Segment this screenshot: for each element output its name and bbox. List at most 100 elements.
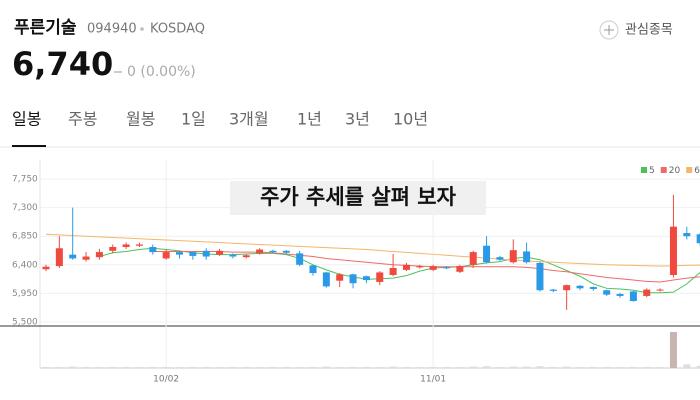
volume-bar	[469, 366, 477, 368]
x-tick-label: 11/01	[420, 375, 446, 385]
volume-bar	[443, 366, 450, 368]
candle-body	[523, 251, 531, 263]
candle-body	[416, 266, 424, 268]
candle-body	[656, 289, 664, 291]
candle-body	[162, 252, 170, 259]
y-tick-label: 7,750	[12, 175, 38, 185]
change: 0 (0.00%)	[127, 64, 196, 80]
volume-bar	[122, 366, 130, 368]
candle-body	[242, 255, 250, 258]
volume-bar	[362, 366, 370, 368]
candle-body	[42, 266, 50, 270]
volume-bar	[496, 366, 504, 368]
volume-bar	[202, 366, 210, 368]
volume-bar	[135, 366, 143, 368]
candle-body	[483, 245, 491, 263]
volume-bar	[176, 366, 183, 368]
volume-bar	[349, 366, 357, 368]
volume-bar	[189, 366, 197, 368]
candle-body	[536, 262, 544, 291]
candle-body	[269, 250, 277, 253]
candle-body	[109, 247, 117, 251]
candle-body	[603, 290, 611, 295]
y-tick-label: 6,400	[12, 260, 38, 270]
y-tick-label: 6,850	[12, 232, 38, 242]
volume-bar	[69, 366, 77, 368]
candle-body	[349, 274, 357, 284]
tabs: 일봉 주봉 월봉 1일 3개월 1년 3년 10년	[12, 110, 428, 129]
volume-bar	[483, 366, 491, 368]
candle-body	[643, 289, 651, 296]
candle-body	[55, 248, 63, 267]
stock-name: 푸른기술	[14, 18, 77, 38]
candle-body	[469, 252, 477, 265]
tab[interactable]: 3개월	[229, 110, 269, 129]
volume-bar	[95, 366, 103, 368]
plus	[604, 25, 614, 35]
volume-bar	[656, 366, 664, 368]
candle-body	[229, 254, 237, 257]
volume-bar	[456, 366, 464, 368]
legend-label: 5	[649, 166, 655, 176]
overlay-bg	[230, 181, 486, 215]
candle-body	[122, 244, 130, 248]
volume-bar	[55, 366, 63, 368]
ma-line	[152, 250, 700, 283]
candle-body	[176, 252, 183, 255]
volume-bar	[242, 366, 250, 368]
volume-bar	[603, 366, 611, 368]
volume-bar	[523, 366, 531, 368]
ma-line	[45, 233, 700, 267]
candle-body	[629, 291, 637, 302]
tab[interactable]: 1년	[297, 110, 322, 129]
volume-bar	[309, 366, 317, 368]
legend-label: 60	[694, 166, 700, 176]
candle-body	[282, 250, 290, 253]
tab[interactable]: 3년	[345, 110, 370, 129]
plus-icon	[599, 20, 619, 40]
watch-button[interactable]: 관심종목	[599, 20, 673, 40]
stock-code: 094940	[87, 22, 137, 37]
volume-bar	[336, 366, 344, 368]
y-tick-label: 5,500	[12, 318, 38, 328]
candle-body	[202, 250, 210, 257]
candle-body	[362, 276, 370, 281]
volume-bar	[149, 366, 157, 368]
volume-bar	[429, 366, 437, 368]
volume-bar	[162, 366, 170, 368]
volume-bar	[509, 366, 517, 368]
tab[interactable]: 주봉	[68, 110, 97, 129]
volume-bar	[282, 366, 290, 368]
tab[interactable]: 월봉	[126, 110, 155, 129]
volume-bar	[696, 365, 700, 368]
volume-bar	[669, 332, 677, 368]
y-tick-label: 7,300	[12, 203, 38, 213]
candle-body	[82, 256, 90, 260]
candle-body	[389, 267, 397, 275]
candle-body	[95, 252, 103, 258]
volume-bar	[536, 366, 544, 368]
ma-line	[99, 247, 700, 294]
separator	[140, 27, 144, 31]
candle-body	[135, 244, 143, 246]
tab[interactable]: 1일	[181, 110, 206, 129]
tab[interactable]: 일봉	[12, 110, 41, 129]
candle-body	[376, 272, 384, 282]
tab[interactable]: 10년	[393, 110, 428, 129]
volume-bar	[402, 366, 410, 368]
candle-body	[549, 289, 557, 291]
candle-body	[322, 272, 330, 287]
volume-bar	[296, 366, 304, 368]
volume-bar	[643, 366, 651, 368]
candle-body	[256, 249, 264, 254]
candle-body	[402, 264, 410, 270]
volume-bar	[256, 366, 264, 368]
volume-bar	[576, 366, 584, 368]
candle-body	[563, 285, 571, 291]
legend-swatch	[641, 167, 647, 173]
candle-body	[336, 274, 344, 281]
candle-body	[696, 234, 700, 244]
y-tick-label: 5,950	[12, 289, 38, 299]
